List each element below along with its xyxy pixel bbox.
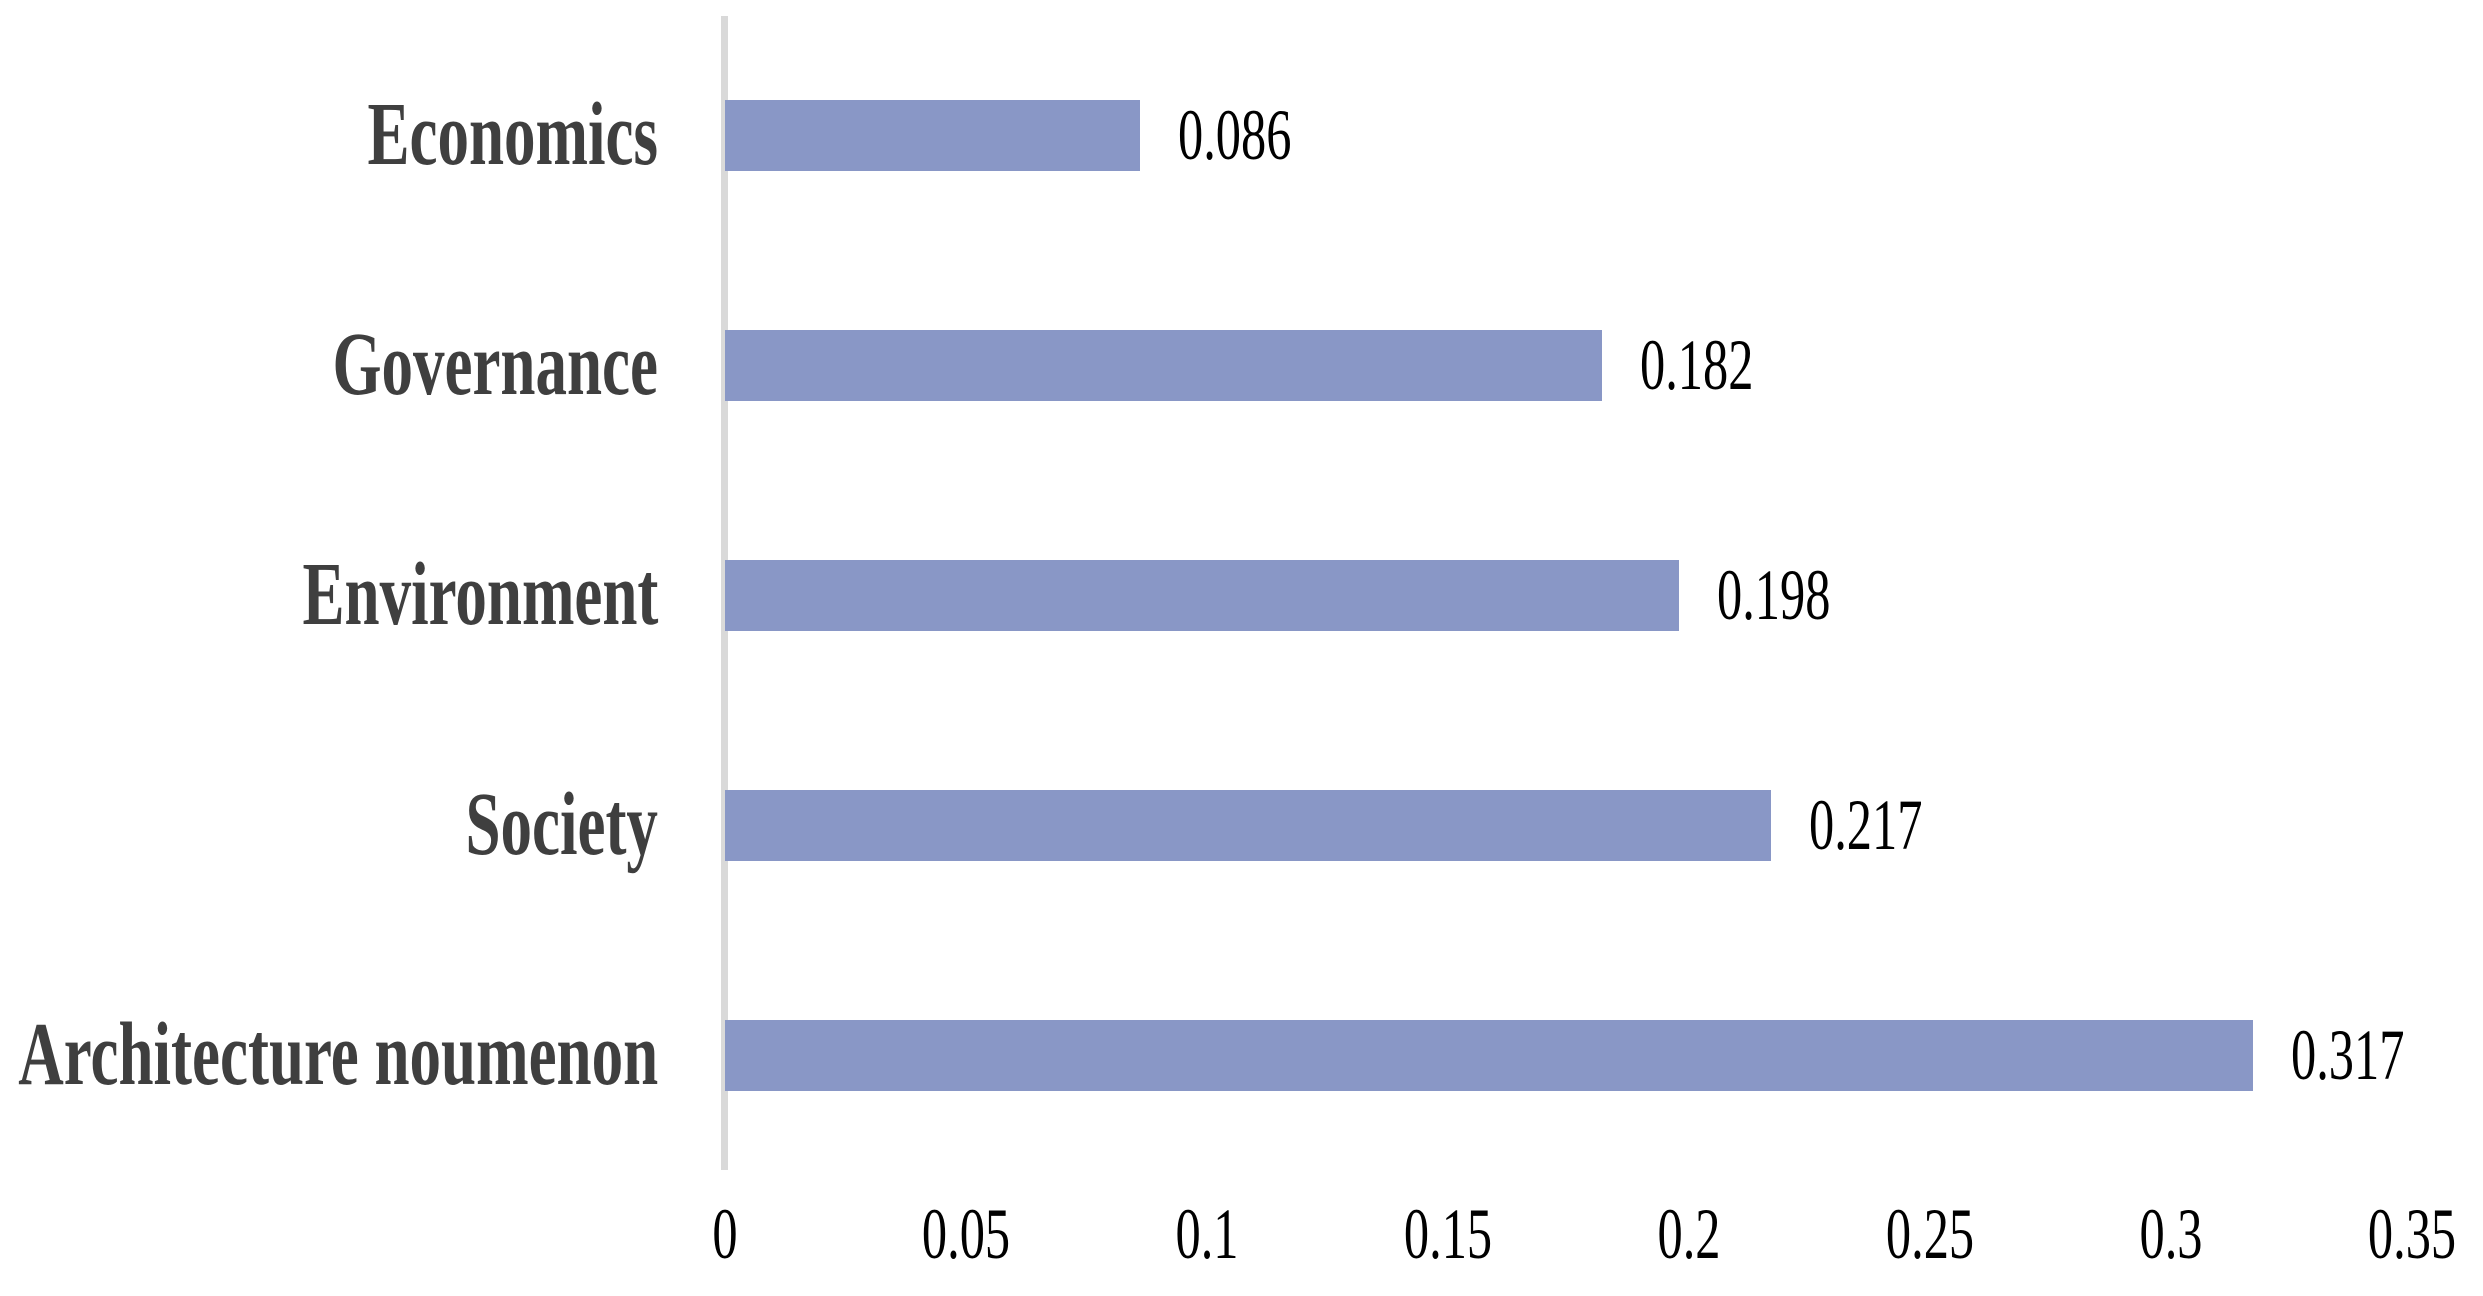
chart-row: Society 0.217	[0, 710, 2483, 940]
value-label: 0.198	[1717, 555, 1831, 635]
category-cell: Environment	[0, 550, 725, 640]
category-label: Architecture noumenon	[18, 1005, 658, 1104]
x-tick-label: 0.1	[1175, 1194, 1239, 1274]
value-label: 0.217	[1809, 785, 1923, 865]
bar-track: 0.198	[725, 480, 2483, 710]
x-tick-label: 0.25	[1885, 1194, 1975, 1274]
x-tick-label: 0.15	[1403, 1194, 1493, 1274]
chart-row: Environment 0.198	[0, 480, 2483, 710]
x-tick-label: 0	[712, 1194, 738, 1274]
bar-rows: Economics 0.086 Governance 0.182 Environment…	[0, 20, 2483, 1170]
bar	[725, 1019, 2253, 1091]
category-cell: Architecture noumenon	[0, 1010, 725, 1100]
x-tick-label: 0.05	[921, 1194, 1011, 1274]
x-tick-label: 0.35	[2367, 1194, 2457, 1274]
value-label: 0.182	[1640, 325, 1754, 405]
chart-row: Architecture noumenon 0.317	[0, 940, 2483, 1170]
x-axis: 0 0.05 0.1 0.15 0.2 0.25 0.3 0.35	[0, 1170, 2483, 1296]
bar-track: 0.182	[725, 250, 2483, 480]
bar-track: 0.217	[725, 710, 2483, 940]
category-cell: Governance	[0, 320, 725, 410]
bar-track: 0.086	[725, 20, 2483, 250]
category-label: Economics	[367, 85, 658, 184]
x-tick-label: 0.3	[2139, 1194, 2203, 1274]
bar-track: 0.317	[725, 940, 2483, 1170]
bar	[725, 789, 1771, 861]
category-label: Governance	[332, 315, 658, 414]
category-cell: Society	[0, 780, 725, 870]
category-label: Society	[465, 775, 658, 874]
chart-row: Economics 0.086	[0, 20, 2483, 250]
category-cell: Economics	[0, 90, 725, 180]
y-axis-zero-line	[721, 16, 728, 1170]
value-label: 0.317	[2291, 1015, 2405, 1095]
x-tick-label: 0.2	[1657, 1194, 1721, 1274]
category-label: Environment	[302, 545, 658, 644]
bar	[725, 329, 1602, 401]
chart-row: Governance 0.182	[0, 250, 2483, 480]
bar	[725, 559, 1679, 631]
bar	[725, 99, 1140, 171]
value-label: 0.086	[1178, 95, 1292, 175]
